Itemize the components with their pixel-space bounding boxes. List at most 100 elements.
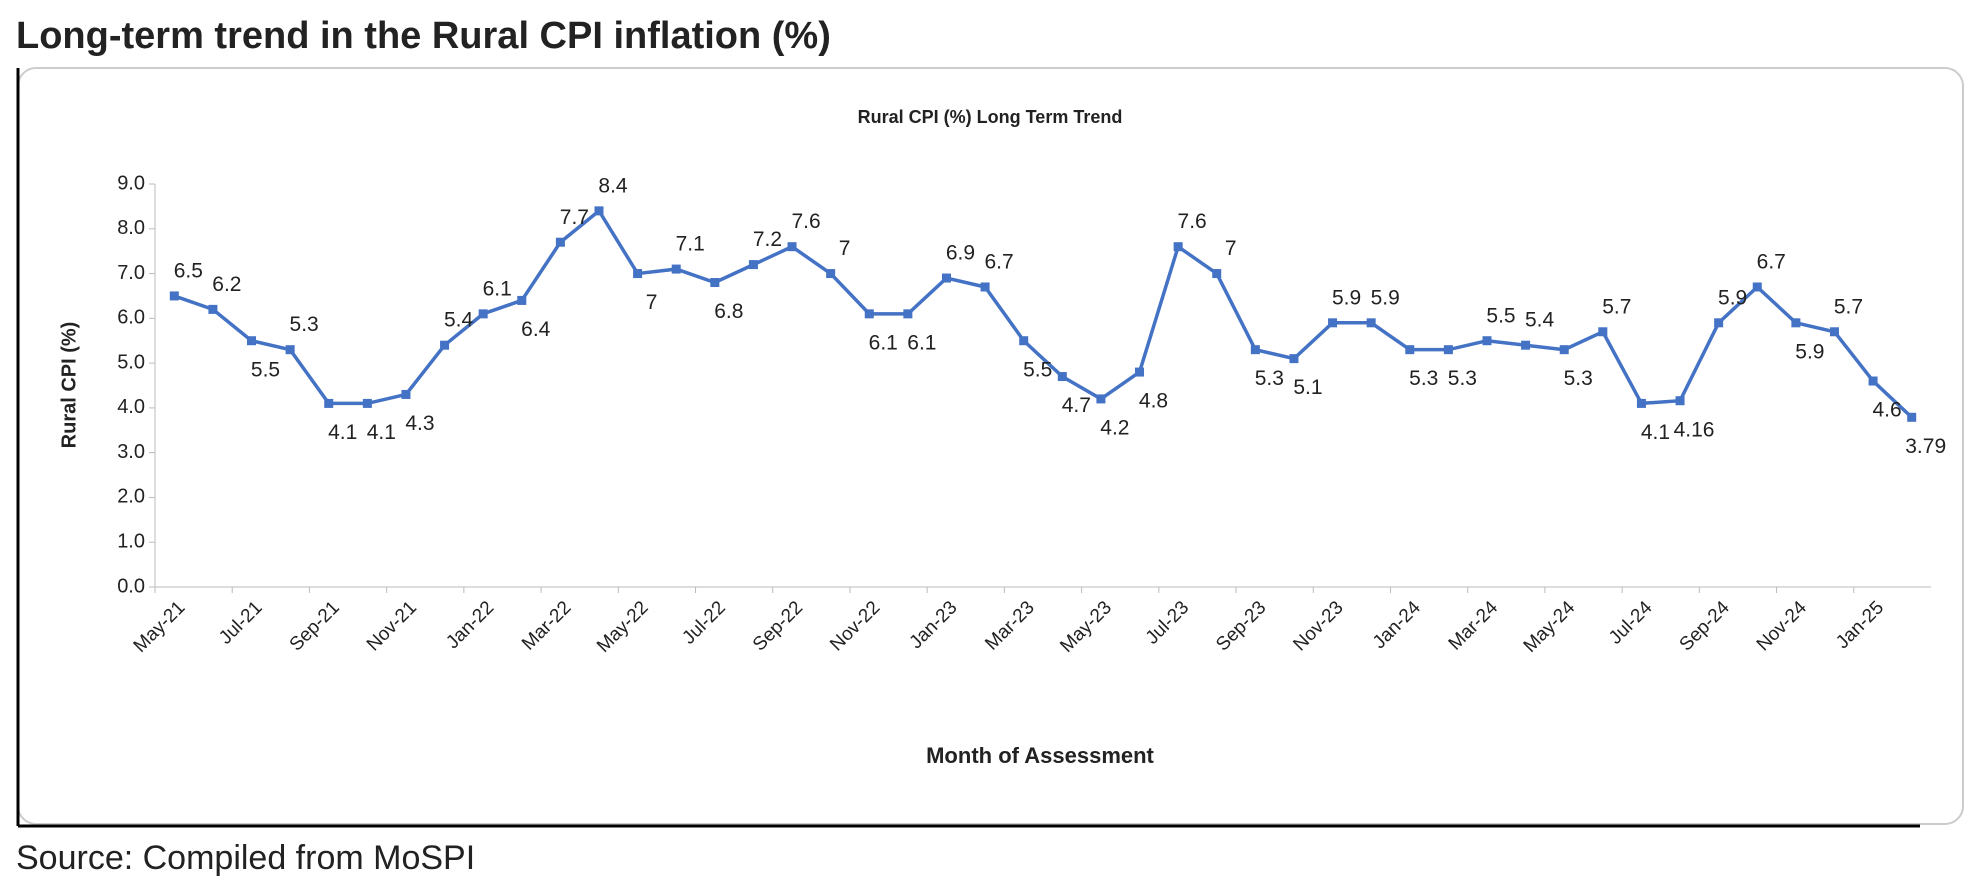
data-label: 5.1 [1293, 376, 1322, 399]
data-label: 5.7 [1602, 295, 1631, 318]
point [1289, 354, 1299, 364]
y-axis-title: Rural CPI (%) [58, 322, 80, 449]
point [555, 237, 565, 247]
data-label: 5.3 [290, 313, 319, 336]
data-label: 6.7 [984, 251, 1013, 274]
data-label: 5.4 [444, 309, 474, 332]
point [748, 260, 758, 270]
point [864, 309, 874, 319]
point [671, 264, 681, 274]
point [440, 340, 450, 350]
data-label: 6.7 [1757, 251, 1786, 274]
data-label: 4.7 [1062, 394, 1091, 417]
data-label: 5.3 [1255, 367, 1284, 390]
data-label: 5.7 [1834, 295, 1863, 318]
point [324, 398, 334, 408]
data-label: 5.9 [1332, 286, 1361, 309]
point [247, 336, 257, 346]
y-tick-label: 5.0 [117, 351, 145, 373]
data-label: 5.3 [1409, 367, 1438, 390]
point [362, 398, 372, 408]
chart-frame [17, 67, 1964, 825]
point [1675, 396, 1685, 406]
data-label: 4.1 [328, 421, 357, 444]
point [285, 345, 295, 355]
point [1868, 376, 1878, 386]
point [1791, 318, 1801, 328]
point [1443, 345, 1453, 355]
data-label: 5.5 [1486, 304, 1515, 327]
point [1559, 345, 1569, 355]
y-tick-label: 9.0 [117, 172, 145, 194]
point [169, 291, 179, 301]
point [787, 242, 797, 252]
data-label: 4.3 [405, 412, 434, 435]
data-label: 5.3 [1564, 367, 1593, 390]
y-tick-label: 3.0 [117, 441, 145, 463]
data-label: 4.2 [1100, 416, 1129, 439]
data-label: 4.16 [1674, 418, 1715, 441]
data-label: 7.6 [791, 210, 820, 233]
data-label: 5.5 [251, 358, 280, 381]
data-label: 6.1 [907, 331, 936, 354]
point [1636, 398, 1646, 408]
point [1250, 345, 1260, 355]
y-tick-label: 2.0 [117, 486, 145, 508]
data-label: 6.1 [483, 277, 512, 300]
data-label: 5.9 [1795, 340, 1824, 363]
y-tick-label: 7.0 [117, 262, 145, 284]
point [903, 309, 913, 319]
point [1173, 242, 1183, 252]
data-label: 4.8 [1139, 390, 1168, 413]
data-label: 4.6 [1872, 399, 1901, 422]
point [1135, 367, 1145, 377]
y-tick-label: 0.0 [117, 575, 145, 597]
point [826, 269, 836, 279]
data-label: 5.9 [1718, 286, 1747, 309]
data-label: 5.9 [1371, 286, 1400, 309]
point [478, 309, 488, 319]
point [208, 304, 218, 314]
data-label: 5.5 [1023, 358, 1052, 381]
point [517, 295, 527, 305]
data-label: 7.2 [753, 228, 782, 251]
data-label: 5.4 [1525, 309, 1555, 332]
chart-title: Rural CPI (%) Long Term Trend [858, 107, 1123, 127]
point [1598, 327, 1608, 337]
data-label: 7 [839, 237, 851, 260]
point [1752, 282, 1762, 292]
y-tick-label: 6.0 [117, 307, 145, 329]
point [1907, 412, 1917, 422]
data-label: 6.9 [946, 242, 975, 265]
point [1019, 336, 1029, 346]
point [1521, 340, 1531, 350]
x-axis-title: Month of Assessment [926, 743, 1154, 768]
point [980, 282, 990, 292]
data-label: 7 [1225, 237, 1237, 260]
page-title: Long-term trend in the Rural CPI inflati… [16, 15, 831, 57]
y-tick-label: 8.0 [117, 217, 145, 239]
data-label: 3.79 [1905, 435, 1946, 458]
data-label: 6.4 [521, 318, 551, 341]
line [173, 208, 1913, 419]
data-label: 7.6 [1178, 210, 1207, 233]
data-label: 7.1 [676, 233, 705, 256]
point [1714, 318, 1724, 328]
data-label: 6.5 [174, 259, 203, 282]
point [1212, 269, 1222, 279]
data-label: 6.1 [869, 331, 898, 354]
point [1057, 372, 1067, 382]
data-label: 7.7 [560, 206, 589, 229]
source-note: Source: Compiled from MoSPI [16, 839, 475, 876]
data-label: 7 [646, 291, 658, 314]
point [1482, 336, 1492, 346]
data-label: 6.8 [714, 300, 743, 323]
data-label: 4.1 [367, 421, 396, 444]
point [1328, 318, 1338, 328]
y-tick-label: 4.0 [117, 396, 145, 418]
data-label: 6.2 [212, 273, 241, 296]
point [1366, 318, 1376, 328]
point [401, 389, 411, 399]
